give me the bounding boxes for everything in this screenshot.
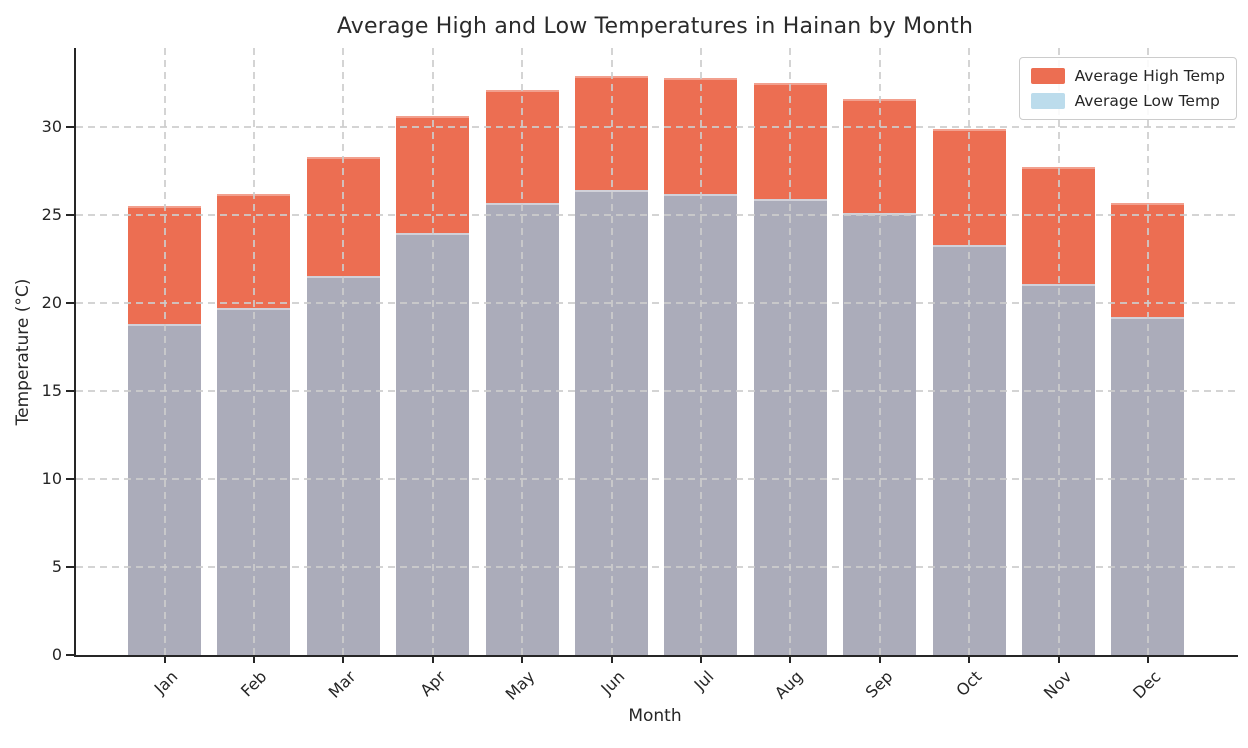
legend-item-high-temp: Average High Temp <box>1030 67 1225 85</box>
x-tick-mark <box>342 657 345 663</box>
y-tick-mark <box>66 302 74 305</box>
y-tick-mark <box>66 390 74 393</box>
y-tick-label: 20 <box>41 293 62 313</box>
x-tick-mark <box>1146 657 1149 663</box>
x-tick-mark <box>699 657 702 663</box>
y-tick-mark <box>66 126 74 129</box>
x-tick-mark <box>789 657 792 663</box>
legend-label-high-temp: Average High Temp <box>1074 67 1225 85</box>
y-tick-label: 10 <box>41 469 62 489</box>
legend-swatch-low-temp <box>1030 93 1065 109</box>
y-tick-mark <box>66 214 74 217</box>
y-tick-label: 5 <box>51 557 62 577</box>
chart-title: Average High and Low Temperatures in Hai… <box>336 14 974 39</box>
legend-item-low-temp: Average Low Temp <box>1030 92 1225 110</box>
y-tick-mark <box>66 478 74 481</box>
y-tick-mark <box>66 566 74 569</box>
y-tick-label: 0 <box>51 645 62 664</box>
legend: Average High Temp Average Low Temp <box>1018 57 1237 120</box>
x-tick-mark <box>521 657 524 663</box>
y-tick-mark <box>66 654 74 656</box>
x-tick-mark <box>878 657 881 663</box>
legend-swatch-high-temp <box>1030 68 1065 84</box>
plot-area: 0 5 10 15 20 25 30 Jan Feb Mar Apr May Jun Jul Aug Sep O… <box>42 48 1238 704</box>
axes-ticks-layer: 0 5 10 15 20 25 30 Jan Feb Mar Apr May Jun Jul Aug Sep O… <box>42 48 1238 704</box>
x-tick-mark <box>431 657 434 663</box>
x-tick-mark <box>610 657 613 663</box>
y-tick-label: 30 <box>41 117 62 137</box>
x-tick-mark <box>252 657 255 663</box>
y-tick-label: 25 <box>41 205 62 225</box>
x-tick-mark <box>1057 657 1060 663</box>
y-tick-label: 15 <box>41 381 62 401</box>
x-tick-mark <box>968 657 971 663</box>
x-tick-mark <box>163 657 166 663</box>
x-axis-label: Month <box>628 706 682 726</box>
legend-label-low-temp: Average Low Temp <box>1074 92 1220 110</box>
